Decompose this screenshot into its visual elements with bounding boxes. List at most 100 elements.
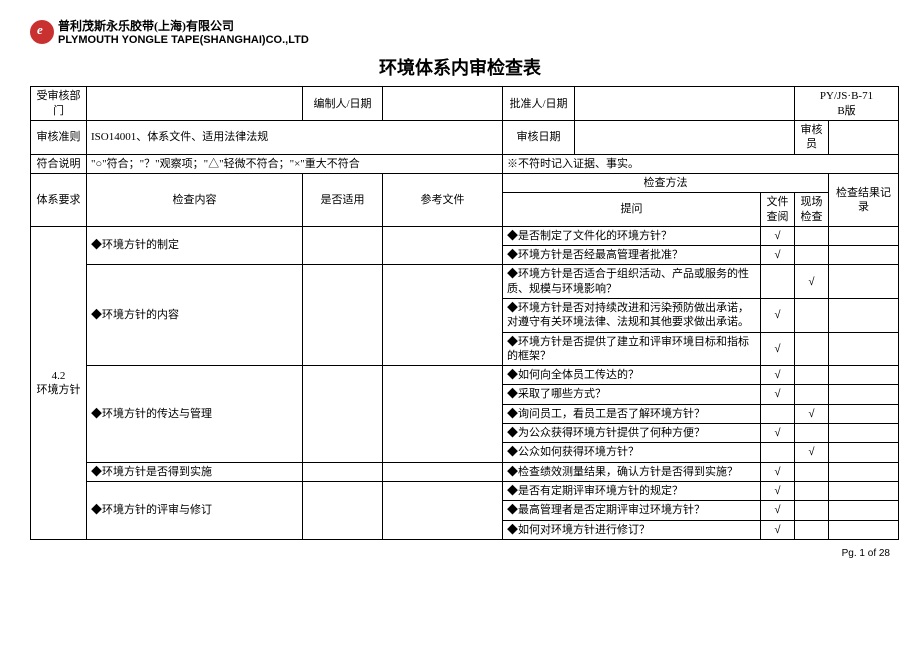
table-row: ◆环境方针的内容◆环境方针是否适合于组织活动、产品或服务的性质、规模与环境影响？…	[31, 265, 899, 299]
reference-cell	[383, 265, 503, 366]
question-cell: ◆如何对环境方针进行修订？	[503, 520, 761, 539]
value-compliance: "○"符合；"？"观察项；"△"轻微不符合；"×"重大不符合	[87, 154, 503, 173]
form-version: B版	[799, 104, 894, 118]
result-cell	[829, 299, 899, 333]
question-cell: ◆是否有定期评审环境方针的规定？	[503, 481, 761, 500]
value-preparer	[383, 87, 503, 121]
check-content: ◆环境方针的制定	[87, 226, 303, 265]
question-cell: ◆最高管理者是否定期评审过环境方针？	[503, 501, 761, 520]
result-cell	[829, 366, 899, 385]
page-number: Pg. 1 of 28	[30, 548, 890, 559]
site-check-cell: √	[795, 265, 829, 299]
meta-row-3: 符合说明 "○"符合；"？"观察项；"△"轻微不符合；"×"重大不符合 ※不符时…	[31, 154, 899, 173]
result-cell	[829, 385, 899, 404]
table-row: ◆环境方针的传达与管理◆如何向全体员工传达的？√	[31, 366, 899, 385]
question-cell: ◆检查绩效测量结果，确认方针是否得到实施？	[503, 462, 761, 481]
result-cell	[829, 443, 899, 462]
result-cell	[829, 501, 899, 520]
audit-table: 受审核部门 编制人/日期 批准人/日期 PY/JS·B-71 B版 审核准则 I…	[30, 86, 899, 539]
question-cell: ◆是否制定了文件化的环境方针？	[503, 226, 761, 245]
value-criteria: ISO14001、体系文件、适用法律法规	[87, 121, 503, 155]
site-check-cell	[795, 385, 829, 404]
site-check-cell	[795, 481, 829, 500]
th-question: 提问	[503, 193, 761, 227]
th-content: 检查内容	[87, 173, 303, 226]
file-check-cell: √	[761, 246, 795, 265]
site-check-cell	[795, 462, 829, 481]
site-check-cell	[795, 246, 829, 265]
file-check-cell: √	[761, 462, 795, 481]
file-check-cell	[761, 265, 795, 299]
check-content: ◆环境方针的传达与管理	[87, 366, 303, 462]
site-check-cell	[795, 520, 829, 539]
question-cell: ◆采取了哪些方式？	[503, 385, 761, 404]
header: 普利茂斯永乐胶带(上海)有限公司 PLYMOUTH YONGLE TAPE(SH…	[30, 20, 890, 46]
label-compliance: 符合说明	[31, 154, 87, 173]
label-auditor: 审核员	[795, 121, 829, 155]
result-cell	[829, 246, 899, 265]
result-cell	[829, 404, 899, 423]
site-check-cell	[795, 226, 829, 245]
question-cell: ◆环境方针是否对持续改进和污染预防做出承诺，对遵守有关环境法律、法规和其他要求做…	[503, 299, 761, 333]
company-name-en: PLYMOUTH YONGLE TAPE(SHANGHAI)CO.,LTD	[58, 34, 309, 47]
site-check-cell	[795, 501, 829, 520]
note-compliance: ※不符时记入证据、事实。	[503, 154, 899, 173]
site-check-cell	[795, 366, 829, 385]
file-check-cell: √	[761, 424, 795, 443]
result-cell	[829, 424, 899, 443]
file-check-cell: √	[761, 226, 795, 245]
reference-cell	[383, 462, 503, 481]
applicable-cell	[303, 366, 383, 462]
site-check-cell	[795, 332, 829, 366]
check-content: ◆环境方针是否得到实施	[87, 462, 303, 481]
question-cell: ◆环境方针是否经最高管理者批准？	[503, 246, 761, 265]
reference-cell	[383, 226, 503, 265]
question-cell: ◆为公众获得环境方针提供了何种方便？	[503, 424, 761, 443]
site-check-cell	[795, 424, 829, 443]
table-row: ◆环境方针的评审与修订◆是否有定期评审环境方针的规定？√	[31, 481, 899, 500]
file-check-cell: √	[761, 481, 795, 500]
result-cell	[829, 462, 899, 481]
th-site-check: 现场检查	[795, 193, 829, 227]
question-cell: ◆询问员工，看员工是否了解环境方针？	[503, 404, 761, 423]
file-check-cell	[761, 443, 795, 462]
value-approver	[575, 87, 795, 121]
section-cell: 4.2环境方针	[31, 226, 87, 539]
company-name-cn: 普利茂斯永乐胶带(上海)有限公司	[58, 20, 309, 34]
applicable-cell	[303, 481, 383, 539]
applicable-cell	[303, 226, 383, 265]
file-check-cell: √	[761, 366, 795, 385]
form-code-cell: PY/JS·B-71 B版	[795, 87, 899, 121]
site-check-cell	[795, 299, 829, 333]
label-approver: 批准人/日期	[503, 87, 575, 121]
meta-row-1: 受审核部门 编制人/日期 批准人/日期 PY/JS·B-71 B版	[31, 87, 899, 121]
value-audit-date	[575, 121, 795, 155]
result-cell	[829, 226, 899, 245]
document-title: 环境体系内审检查表	[30, 54, 890, 80]
result-cell	[829, 520, 899, 539]
label-preparer: 编制人/日期	[303, 87, 383, 121]
label-audit-date: 审核日期	[503, 121, 575, 155]
result-cell	[829, 332, 899, 366]
file-check-cell: √	[761, 501, 795, 520]
th-result: 检查结果记录	[829, 173, 899, 226]
company-logo-icon	[30, 20, 54, 44]
result-cell	[829, 481, 899, 500]
company-block: 普利茂斯永乐胶带(上海)有限公司 PLYMOUTH YONGLE TAPE(SH…	[58, 20, 309, 46]
file-check-cell: √	[761, 385, 795, 404]
table-row: ◆环境方针是否得到实施 ◆检查绩效测量结果，确认方针是否得到实施？√	[31, 462, 899, 481]
value-auditor	[829, 121, 899, 155]
check-content: ◆环境方针的评审与修订	[87, 481, 303, 539]
th-applicable: 是否适用	[303, 173, 383, 226]
meta-row-2: 审核准则 ISO14001、体系文件、适用法律法规 审核日期 审核员	[31, 121, 899, 155]
th-method: 检查方法	[503, 173, 829, 192]
th-file-check: 文件查阅	[761, 193, 795, 227]
th-requirement: 体系要求	[31, 173, 87, 226]
table-row: 4.2环境方针◆环境方针的制定◆是否制定了文件化的环境方针？√	[31, 226, 899, 245]
question-cell: ◆如何向全体员工传达的？	[503, 366, 761, 385]
form-code: PY/JS·B-71	[799, 89, 894, 103]
reference-cell	[383, 481, 503, 539]
check-content: ◆环境方针的内容	[87, 265, 303, 366]
label-criteria: 审核准则	[31, 121, 87, 155]
result-cell	[829, 265, 899, 299]
